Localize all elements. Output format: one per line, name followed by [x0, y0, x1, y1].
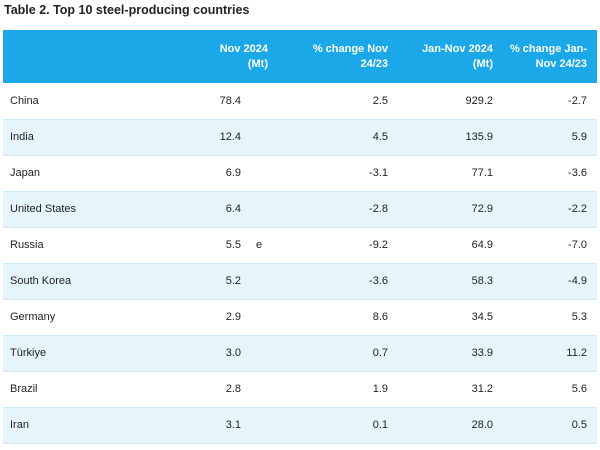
header-jan-nov-change: % change Jan- Nov 24/23: [509, 42, 587, 70]
table-row: China 78.4 2.5 929.2 -2.7: [3, 83, 597, 120]
ytd-value-cell: 33.9: [398, 335, 503, 372]
ytd-change-cell: 0.5: [503, 407, 597, 444]
table-row: Brazil 2.8 1.9 31.2 5.6: [3, 371, 597, 408]
table-title: Table 2. Top 10 steel-producing countrie…: [4, 3, 250, 17]
nov-value-cell: 5.2: [158, 263, 278, 300]
country-cell: Brazil: [3, 371, 158, 408]
header-nov-2024: Nov 2024 (Mt): [219, 42, 268, 70]
country-cell: China: [3, 83, 158, 120]
ytd-value-cell: 77.1: [398, 155, 503, 192]
ytd-change-cell: -7.0: [503, 227, 597, 264]
table-row: United States 6.4 -2.8 72.9 -2.2: [3, 191, 597, 228]
header-country: [3, 30, 158, 83]
ytd-value-cell: 28.0: [398, 407, 503, 444]
nov-value-cell: 78.4: [158, 83, 278, 120]
country-cell: United States: [3, 191, 158, 228]
ytd-value-cell: 58.3: [398, 263, 503, 300]
nov-value-cell: 5.5 e: [158, 227, 278, 264]
table-header-row: Nov 2024 (Mt) % change Nov 24/23 Jan-Nov 2…: [3, 30, 597, 83]
ytd-value-cell: 31.2: [398, 371, 503, 408]
nov-value-cell: 3.1: [158, 407, 278, 444]
table-row: South Korea 5.2 -3.6 58.3 -4.9: [3, 263, 597, 300]
ytd-value-cell: 34.5: [398, 299, 503, 336]
ytd-change-cell: -3.6: [503, 155, 597, 192]
nov-change-cell: -2.8: [278, 191, 398, 228]
table-row: Türkiye 3.0 0.7 33.9 11.2: [3, 335, 597, 372]
steel-production-table: Nov 2024 (Mt) % change Nov 24/23 Jan-Nov 2…: [3, 30, 597, 444]
nov-value-cell: 3.0: [158, 335, 278, 372]
nov-change-cell: 0.7: [278, 335, 398, 372]
estimate-flag: e: [256, 239, 263, 251]
country-cell: South Korea: [3, 263, 158, 300]
nov-change-cell: 4.5: [278, 119, 398, 156]
country-cell: India: [3, 119, 158, 156]
table-row: India 12.4 4.5 135.9 5.9: [3, 119, 597, 156]
country-cell: Russia: [3, 227, 158, 264]
ytd-value-cell: 72.9: [398, 191, 503, 228]
table-row: Japan 6.9 -3.1 77.1 -3.6: [3, 155, 597, 192]
nov-change-cell: 1.9: [278, 371, 398, 408]
country-cell: Türkiye: [3, 335, 158, 372]
ytd-change-cell: 5.6: [503, 371, 597, 408]
table-row: Germany 2.9 8.6 34.5 5.3: [3, 299, 597, 336]
ytd-change-cell: 11.2: [503, 335, 597, 372]
ytd-value-cell: 929.2: [398, 83, 503, 120]
country-cell: Iran: [3, 407, 158, 444]
nov-change-cell: 0.1: [278, 407, 398, 444]
nov-value-cell: 6.4: [158, 191, 278, 228]
table-row: Russia 5.5 e -9.2 64.9 -7.0: [3, 227, 597, 264]
header-nov-change: % change Nov 24/23: [312, 42, 388, 70]
nov-change-cell: -9.2: [278, 227, 398, 264]
nov-change-cell: -3.1: [278, 155, 398, 192]
nov-change-cell: -3.6: [278, 263, 398, 300]
ytd-change-cell: -4.9: [503, 263, 597, 300]
country-cell: Japan: [3, 155, 158, 192]
ytd-change-cell: 5.3: [503, 299, 597, 336]
nov-change-cell: 8.6: [278, 299, 398, 336]
country-cell: Germany: [3, 299, 158, 336]
nov-value-cell: 12.4: [158, 119, 278, 156]
ytd-value-cell: 135.9: [398, 119, 503, 156]
ytd-change-cell: -2.7: [503, 83, 597, 120]
nov-value-cell: 6.9: [158, 155, 278, 192]
ytd-change-cell: -2.2: [503, 191, 597, 228]
header-jan-nov-2024: Jan-Nov 2024 (Mt): [422, 42, 493, 70]
nov-value-cell: 2.8: [158, 371, 278, 408]
ytd-change-cell: 5.9: [503, 119, 597, 156]
nov-change-cell: 2.5: [278, 83, 398, 120]
table-row: Iran 3.1 0.1 28.0 0.5: [3, 407, 597, 444]
nov-value-cell: 2.9: [158, 299, 278, 336]
ytd-value-cell: 64.9: [398, 227, 503, 264]
